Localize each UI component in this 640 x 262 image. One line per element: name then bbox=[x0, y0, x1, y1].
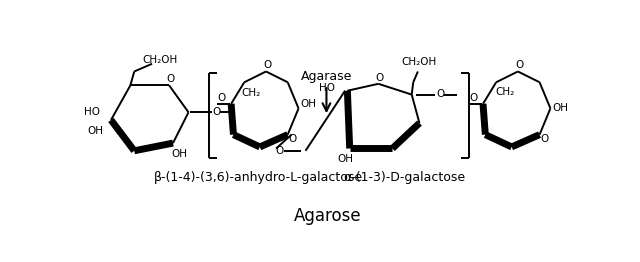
Text: OH: OH bbox=[87, 126, 103, 136]
Text: CH₂OH: CH₂OH bbox=[402, 57, 437, 67]
Text: CH₂OH: CH₂OH bbox=[142, 55, 177, 65]
Text: α-(1-3)-D-galactose: α-(1-3)-D-galactose bbox=[343, 171, 465, 184]
Text: CH₂: CH₂ bbox=[495, 87, 515, 97]
Text: O: O bbox=[376, 73, 384, 83]
Text: CH₂: CH₂ bbox=[241, 88, 260, 98]
Text: HO: HO bbox=[84, 107, 100, 117]
Text: O: O bbox=[212, 107, 221, 117]
Text: HO: HO bbox=[319, 83, 335, 93]
Text: O: O bbox=[288, 134, 296, 144]
Text: OH: OH bbox=[338, 154, 354, 164]
Text: O: O bbox=[217, 93, 225, 103]
Text: O: O bbox=[276, 146, 284, 156]
Text: β-(1-4)-(3,6)-anhydro-L-galactose: β-(1-4)-(3,6)-anhydro-L-galactose bbox=[154, 171, 363, 184]
Text: O: O bbox=[515, 60, 524, 70]
Text: OH: OH bbox=[172, 149, 187, 159]
Text: O: O bbox=[166, 74, 175, 84]
Text: O: O bbox=[470, 93, 478, 103]
Text: OH: OH bbox=[301, 99, 317, 109]
Text: Agarose: Agarose bbox=[294, 207, 362, 225]
Text: Agarase: Agarase bbox=[301, 70, 352, 83]
Text: O: O bbox=[264, 60, 271, 70]
Text: O: O bbox=[436, 89, 445, 99]
Text: OH: OH bbox=[552, 103, 568, 113]
Text: O: O bbox=[540, 134, 548, 144]
